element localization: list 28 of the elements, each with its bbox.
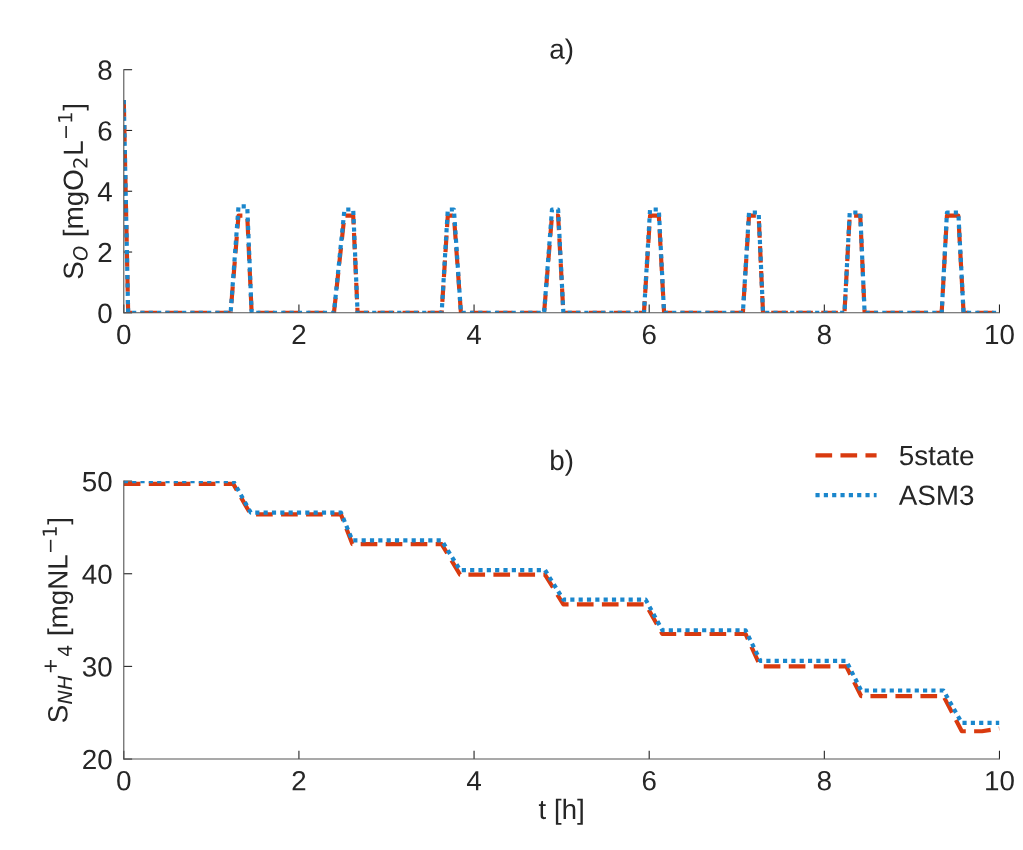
x-tick-label: 2 — [292, 324, 306, 345]
x-tick-label: 6 — [642, 770, 656, 791]
x-tick-label: 0 — [117, 770, 131, 791]
y-tick-label: 0 — [98, 303, 112, 324]
y-tick-label: 20 — [83, 749, 112, 770]
legend-label: 5state — [899, 445, 974, 466]
legend-label: ASM3 — [898, 485, 974, 506]
y-tick-label: 50 — [82, 471, 112, 492]
y-tick-label: 6 — [98, 121, 112, 141]
x-tick-label: 2 — [292, 770, 306, 791]
chart-title: b) — [551, 449, 573, 476]
x-tick-label: 10 — [986, 324, 1014, 345]
x-tick-label: 6 — [642, 324, 656, 345]
x-tick-label: 4 — [466, 771, 481, 791]
y-tick-label: 40 — [82, 564, 112, 585]
x-tick-label: 4 — [466, 324, 481, 345]
y-tick-label: 8 — [98, 60, 112, 81]
x-axis-title: t [h] — [538, 798, 583, 825]
x-tick-label: 8 — [817, 324, 831, 345]
y-axis-title: S$_{O}$ [mgO$_{2}$L$^{−1}$] — [58, 104, 89, 279]
y-axis-title: S$_{NH}$$^{+}$$_{4}$ [mgNL$^{−1}$] — [42, 518, 74, 723]
x-tick-label: 8 — [817, 770, 831, 791]
y-tick-label: 4 — [97, 182, 112, 202]
chart-title: a) — [550, 38, 573, 65]
x-tick-label: 0 — [117, 324, 131, 345]
y-tick-label: 2 — [98, 242, 112, 263]
x-tick-label: 10 — [986, 770, 1014, 791]
y-tick-label: 30 — [82, 657, 112, 677]
